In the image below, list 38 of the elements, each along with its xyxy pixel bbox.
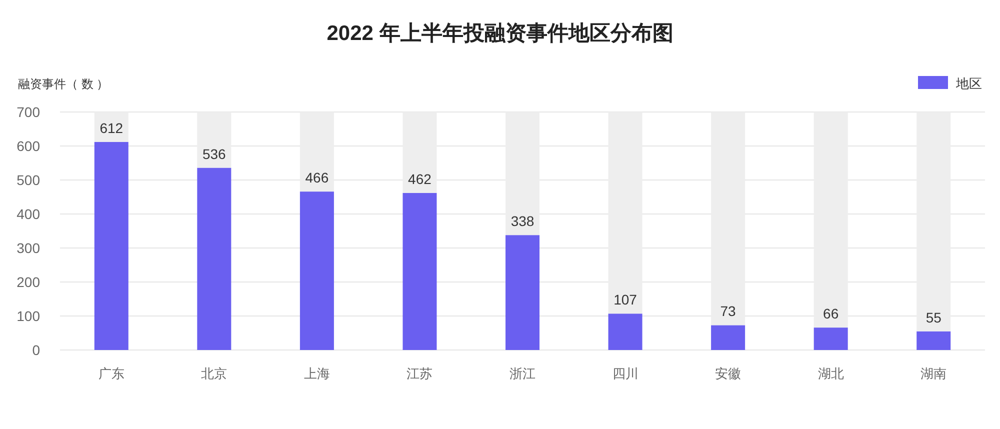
data-label: 612 bbox=[100, 120, 124, 136]
data-label: 107 bbox=[614, 292, 638, 308]
x-tick-label: 安徽 bbox=[715, 366, 742, 381]
chart-title: 2022 年上半年投融资事件地区分布图 bbox=[326, 22, 674, 45]
x-tick-label: 浙江 bbox=[510, 366, 536, 381]
data-label: 338 bbox=[510, 213, 534, 230]
y-tick-label: 300 bbox=[16, 240, 40, 256]
bar bbox=[94, 142, 128, 350]
y-tick-label: 600 bbox=[16, 138, 40, 154]
y-tick-label: 200 bbox=[16, 274, 40, 290]
data-label: 466 bbox=[305, 170, 329, 186]
bar bbox=[506, 235, 540, 350]
data-label: 55 bbox=[926, 309, 942, 326]
y-tick-label: 700 bbox=[16, 104, 40, 120]
y-tick-label: 400 bbox=[16, 206, 40, 222]
x-tick-label: 北京 bbox=[201, 366, 228, 381]
x-tick-label: 上海 bbox=[304, 366, 330, 381]
bar bbox=[814, 328, 848, 350]
bar bbox=[608, 314, 642, 350]
bar bbox=[402, 192, 437, 350]
x-tick-label: 四川 bbox=[612, 366, 638, 381]
data-label: 462 bbox=[408, 170, 432, 187]
y-axis-title: 融资事件（ 数 ） bbox=[18, 77, 109, 91]
legend-label: 地区 bbox=[955, 76, 982, 91]
data-label: 66 bbox=[823, 306, 839, 322]
x-tick-label: 广东 bbox=[98, 366, 124, 381]
bar bbox=[916, 331, 951, 350]
bar bbox=[711, 325, 746, 350]
x-tick-label: 江苏 bbox=[406, 366, 433, 381]
bar bbox=[197, 168, 232, 350]
x-tick-label: 湖北 bbox=[818, 366, 844, 381]
bar bbox=[300, 192, 334, 350]
y-tick-label: 0 bbox=[32, 342, 40, 358]
y-tick-label: 500 bbox=[16, 172, 40, 188]
data-label: 536 bbox=[202, 146, 226, 162]
y-tick-label: 100 bbox=[16, 308, 40, 324]
data-label: 73 bbox=[720, 303, 736, 320]
x-tick-label: 湖南 bbox=[920, 366, 947, 381]
